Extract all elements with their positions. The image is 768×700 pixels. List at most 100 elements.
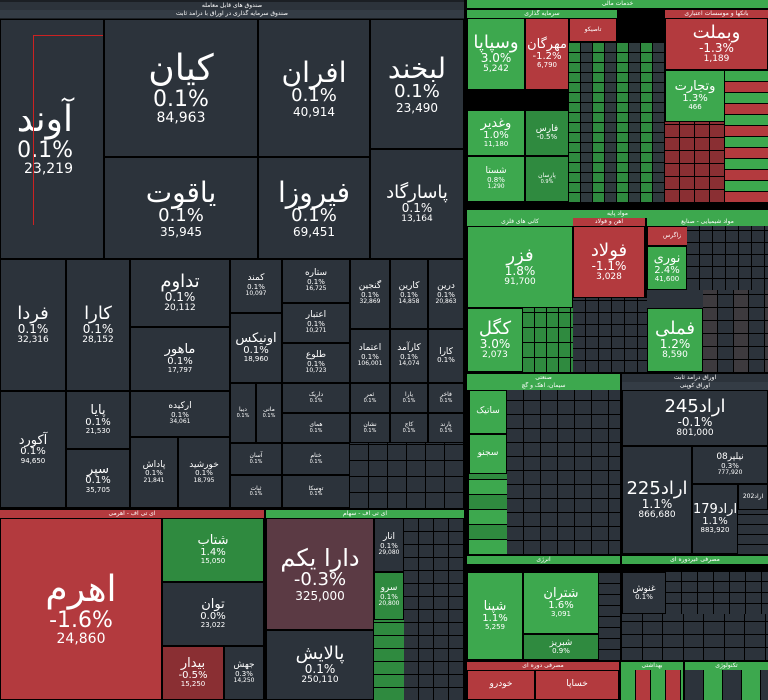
tile-noori[interactable]: نوری 2.4% 41,600 [647,246,687,290]
tile-samar[interactable]: ثمر 0.1% [350,383,390,413]
tile-neshan[interactable]: نشان 0.1% [350,413,390,443]
tile-kaj[interactable]: کاج 0.1% [390,413,428,443]
tile-accord[interactable]: آکورد 0.1% 94,650 [0,391,66,508]
tile-yaghoot[interactable]: یاقوت 0.1% 35,945 [104,157,258,259]
tile-fakher[interactable]: فاخر 0.1% [428,383,464,413]
tile-vasapa[interactable]: وسپاپا 3.0% 5,242 [467,18,525,90]
iron-steel-title: آهن و فولاد [573,218,645,226]
tile-dara-yekom[interactable]: دارا یکم -0.3% 325,000 [266,518,374,630]
tile-arad179[interactable]: اراد179 1.1% 883,920 [692,484,738,554]
cursor-crosshair-vertical [33,35,34,225]
tile-tapico[interactable]: تاصیکو [569,18,617,42]
utility-small-tiles-mosaic-2 [622,614,768,660]
tile-separ[interactable]: سپر 0.1% 35,705 [66,449,130,508]
tile-anar[interactable]: انار 0.1% 29,080 [374,518,404,572]
tile-farda[interactable]: فردا 0.1% 32,316 [0,259,66,391]
tile-shasta[interactable]: شستا 0.8% 1,290 [467,156,525,202]
etf-section-title: صندوق های قابل معامله [0,2,464,10]
leverage-etf-title: ای تی اف - اهرمی [0,510,264,518]
tile-bidar[interactable]: بیدار -0.5% 15,250 [162,646,224,700]
metal-ores-title: کانی های فلزی [467,218,573,226]
tile-khorshid[interactable]: خورشید 0.1% 18,795 [178,437,230,508]
chemicals-title: مواد شیمیایی - صنایع [647,218,768,226]
fin-investment-title: سرمایه گذاری [467,10,617,18]
tile-padash[interactable]: پاداش 0.1% 21,841 [130,437,178,508]
tile-arad225[interactable]: اراد225 1.1% 866,680 [622,446,692,554]
tile-shetran[interactable]: شتران 1.6% 3,091 [523,572,599,634]
tile-sabat[interactable]: ثبات 0.1% [230,475,282,508]
equity-small-tiles-mosaic [404,518,464,700]
tile-arad202[interactable]: اراد202 [738,484,768,510]
tile-vghadir[interactable]: وغدیر 1.0% 11,180 [467,110,525,156]
tile-yara[interactable]: یارا 0.1% [390,383,428,413]
chem-strip [647,290,703,308]
tile-vbmellat[interactable]: وبملت -1.3% 1,189 [665,18,768,70]
tile-parsan[interactable]: پارسان 0.9% [525,156,569,202]
tile-jahesh[interactable]: جهش 0.3% 14,250 [224,646,264,700]
tile-karamad[interactable]: کارآمد 0.1% 14,074 [390,329,428,383]
tile-satic[interactable]: ساتیک [469,390,507,434]
tile-arad245[interactable]: اراد245 -0.1% 801,000 [622,390,768,446]
tile-etemad[interactable]: اعتماد 0.1% 106,001 [350,329,390,383]
tile-mehregan[interactable]: مهرگان -1.2% 6,790 [525,18,569,90]
health-small-tiles-mosaic [621,670,683,700]
tile-diba[interactable]: دیبا 0.1% [230,383,256,443]
tile-darin[interactable]: درین 0.1% 20,863 [428,259,464,329]
tile-onyx[interactable]: اونیکس 0.1% 18,960 [230,313,282,383]
metal-small-tiles-mosaic [523,308,573,372]
tile-parand[interactable]: پارند 0.1% [428,413,464,443]
tile-shepna[interactable]: شپنا 1.1% 5,259 [467,572,523,660]
cursor-crosshair-horizontal [33,35,103,36]
tile-ahrom[interactable]: اهرم -1.6% 24,860 [0,518,162,700]
tile-kara[interactable]: کارا 0.1% 28,152 [66,259,130,391]
tile-sarv[interactable]: سرو 0.1% 20,800 [374,572,404,620]
fixed-income-title: اوراق درآمد ثابت [622,374,768,382]
tile-sejno[interactable]: سجنو [469,434,507,474]
fixed-small-tiles-mosaic [738,510,768,554]
tile-asan[interactable]: آسان 0.1% [230,443,282,475]
tile-fazar[interactable]: فزر 1.8% 91,700 [467,226,573,308]
tile-foolad[interactable]: فولاد -1.1% 3,028 [573,226,645,298]
tile-nilpar08[interactable]: نیلپر08 0.3% 777,920 [692,446,768,484]
tile-fameli[interactable]: فملی 1.2% 8,590 [647,308,703,372]
tile-kara-small[interactable]: کارا 0.1% [428,329,464,383]
tile-pasargad[interactable]: پاسارگاد 0.1% 13,164 [370,149,464,259]
consumer-cyclical-title: مصرفی دوره ای [467,662,619,670]
basic-materials-section: مواد پایه کانی های فلزی آهن و فولاد مواد… [467,210,768,372]
tile-tolou[interactable]: طلوع 0.1% 10,723 [282,343,350,383]
tile-afran[interactable]: افران 0.1% 40,914 [258,19,370,157]
tile-karin[interactable]: کارین 0.1% 14,858 [390,259,428,329]
tile-orkideh[interactable]: ارکیده 0.1% 34,061 [130,391,230,437]
tile-firooza[interactable]: فیروزا 0.1% 69,451 [258,157,370,259]
tile-shabriz[interactable]: شبریز 0.9% [523,634,599,660]
utility-title: مصرفی غیردوره ای [622,556,768,564]
tile-darik[interactable]: داریک 0.1% [282,383,350,413]
tile-setareh[interactable]: ستاره 0.1% 16,725 [282,259,350,303]
tile-ghenoosh[interactable]: غنوش 0.1% [622,572,666,614]
tile-khsapa[interactable]: خساپا [535,670,619,700]
tile-ganjin[interactable]: گنجین 0.1% 32,869 [350,259,390,329]
etf-section: صندوق های قابل معامله صندوق سرمایه گذاری… [0,0,464,508]
tile-khodro[interactable]: خودرو [467,670,535,700]
tile-kegol[interactable]: کگل 3.0% 2,073 [467,308,523,372]
energy-section: انرژی شپنا 1.1% 5,259 شتران 1.6% 3,091 ش… [467,556,620,660]
tile-fars[interactable]: فارس -0.5% [525,110,569,156]
tile-mani[interactable]: مانی 0.1% [256,383,282,443]
tile-vtejarat[interactable]: وتجارت 1.3% 466 [665,70,725,122]
tile-etebar[interactable]: اعتبار 0.1% 10,271 [282,303,350,343]
tile-avand[interactable]: آوند 0.1% 23,219 [0,19,104,259]
tile-mahoor[interactable]: ماهور 0.1% 17,797 [130,327,230,391]
utility-section: مصرفی غیردوره ای غنوش 0.1% [622,556,768,660]
industrial-small-tiles-mosaic-2 [469,474,507,554]
tile-kamand[interactable]: کمند 0.1% 10,097 [230,259,282,313]
tile-kian[interactable]: کیان 0.1% 84,963 [104,19,258,157]
tile-khatam[interactable]: ختام 0.1% [282,443,350,475]
tile-shetab[interactable]: شتاب 1.4% 15,050 [162,518,264,582]
tile-labkhand[interactable]: لبخند 0.1% 23,490 [370,19,464,149]
tile-homay[interactable]: همای 0.1% [282,413,350,443]
tile-paya[interactable]: پایا 0.1% 21,530 [66,391,130,449]
tile-palayesh[interactable]: پالایش 0.1% 250,110 [266,630,374,700]
tile-tavan[interactable]: توان 0.0% 23,022 [162,582,264,646]
tile-toska[interactable]: توسکا 0.1% [282,475,350,508]
tile-tadavom[interactable]: تداوم 0.1% 20,112 [130,259,230,327]
